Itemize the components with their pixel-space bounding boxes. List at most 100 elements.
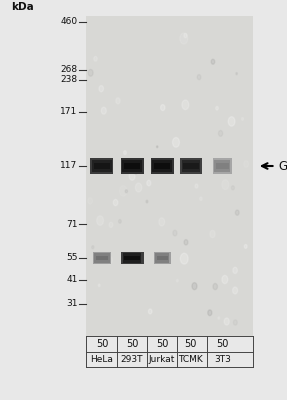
Circle shape (161, 104, 165, 110)
Bar (90, 158, 113, 174)
Circle shape (125, 190, 127, 193)
Circle shape (182, 100, 189, 110)
Bar (124, 163, 140, 169)
Circle shape (180, 33, 188, 44)
Bar (94, 253, 110, 263)
Circle shape (148, 309, 152, 314)
Circle shape (233, 267, 237, 274)
Text: 31: 31 (66, 300, 77, 308)
Bar (182, 160, 200, 172)
Circle shape (124, 151, 126, 154)
Text: 50: 50 (96, 339, 108, 349)
Circle shape (235, 210, 239, 215)
Text: 293T: 293T (121, 355, 143, 364)
Bar (121, 252, 144, 264)
Circle shape (119, 220, 121, 223)
Circle shape (236, 72, 237, 75)
Text: 171: 171 (60, 108, 77, 116)
Text: 71: 71 (66, 220, 77, 228)
Circle shape (192, 283, 197, 290)
Circle shape (224, 318, 229, 325)
Bar (96, 256, 108, 260)
Circle shape (157, 146, 158, 148)
Text: 238: 238 (60, 76, 77, 84)
Text: 55: 55 (66, 254, 77, 262)
Text: 41: 41 (66, 276, 77, 284)
Bar (94, 163, 110, 169)
Bar (183, 163, 199, 169)
Circle shape (180, 253, 188, 264)
Circle shape (172, 138, 179, 147)
Bar (214, 160, 230, 172)
Bar (122, 160, 142, 172)
Circle shape (173, 230, 177, 236)
Bar (92, 252, 111, 264)
Text: 50: 50 (126, 339, 138, 349)
Circle shape (146, 200, 148, 203)
Circle shape (147, 180, 151, 186)
Circle shape (184, 240, 188, 245)
Circle shape (211, 59, 215, 64)
Text: GART: GART (278, 160, 287, 172)
Circle shape (195, 184, 198, 188)
Circle shape (88, 198, 92, 204)
Circle shape (98, 284, 100, 287)
Bar (213, 158, 232, 174)
Text: kDa: kDa (11, 2, 34, 12)
Text: 3T3: 3T3 (214, 355, 231, 364)
Bar (155, 253, 169, 263)
Circle shape (244, 160, 249, 167)
Circle shape (200, 197, 202, 200)
Bar (152, 160, 172, 172)
Circle shape (197, 74, 201, 80)
Bar (154, 163, 170, 169)
Circle shape (222, 180, 229, 190)
Circle shape (218, 130, 223, 136)
Circle shape (184, 33, 187, 38)
Text: TCMK: TCMK (179, 355, 203, 364)
Text: 460: 460 (60, 18, 77, 26)
Circle shape (213, 284, 218, 290)
Circle shape (216, 106, 218, 110)
Text: 50: 50 (156, 339, 168, 349)
Bar (92, 160, 112, 172)
Circle shape (189, 166, 193, 172)
Circle shape (222, 275, 228, 284)
Circle shape (97, 216, 104, 225)
Bar (125, 256, 139, 260)
Circle shape (135, 183, 142, 192)
Circle shape (101, 107, 106, 114)
Circle shape (129, 172, 135, 180)
Bar (86, 16, 253, 336)
Bar (154, 252, 171, 264)
Circle shape (116, 98, 120, 104)
Circle shape (244, 244, 247, 248)
Circle shape (99, 86, 104, 92)
Bar (216, 163, 229, 169)
Bar (156, 256, 168, 260)
Circle shape (215, 166, 219, 172)
Circle shape (241, 118, 244, 120)
Circle shape (109, 222, 113, 228)
Text: 268: 268 (60, 66, 77, 74)
Circle shape (218, 317, 220, 319)
Circle shape (228, 117, 235, 126)
Circle shape (208, 310, 212, 316)
Bar (123, 253, 141, 263)
Circle shape (119, 186, 127, 196)
Bar (121, 158, 144, 174)
Bar (180, 158, 201, 174)
Bar (151, 158, 174, 174)
Text: 50: 50 (216, 339, 229, 349)
Circle shape (113, 199, 118, 206)
Text: 117: 117 (60, 162, 77, 170)
Circle shape (94, 56, 97, 61)
Circle shape (134, 169, 137, 174)
Circle shape (107, 256, 113, 264)
Circle shape (210, 230, 215, 238)
Text: Jurkat: Jurkat (149, 355, 175, 364)
Text: HeLa: HeLa (90, 355, 113, 364)
Text: 50: 50 (185, 339, 197, 349)
Circle shape (88, 70, 93, 76)
Circle shape (176, 279, 178, 282)
